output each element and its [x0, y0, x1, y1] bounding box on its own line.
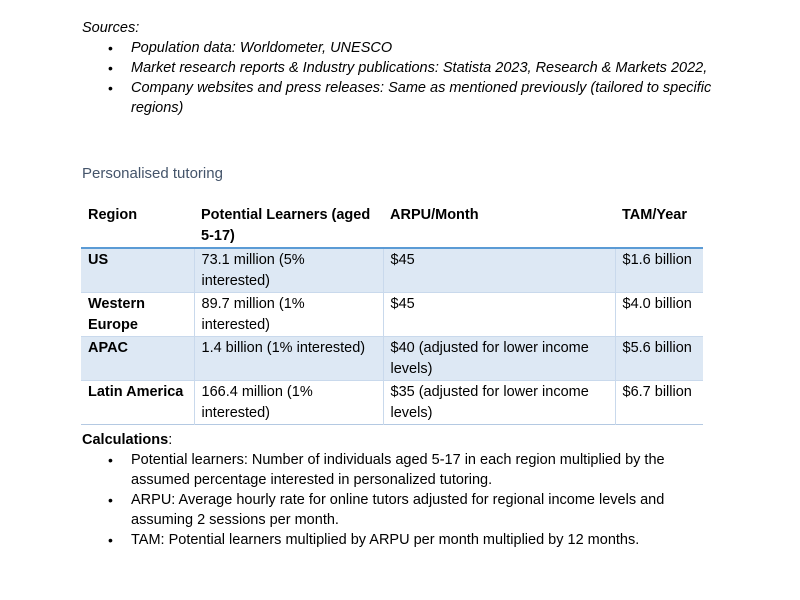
calculation-item: Potential learners: Number of individual…	[82, 450, 722, 490]
table-row: Latin America 166.4 million (1% interest…	[81, 380, 703, 425]
column-header-tam: TAM/Year	[622, 207, 688, 223]
cell-learners: 89.7 million (1% interested)	[193, 292, 383, 337]
cell-tam: $5.6 billion	[614, 336, 703, 381]
calculations-heading-colon: :	[168, 432, 173, 448]
cell-tam: $1.6 billion	[614, 248, 703, 293]
cell-arpu: $45	[382, 292, 615, 337]
calculations-heading: Calculations:	[82, 430, 722, 450]
source-item: Company websites and press releases: Sam…	[82, 78, 712, 118]
cell-arpu: $35 (adjusted for lower income levels)	[382, 380, 615, 425]
source-item: Population data: Worldometer, UNESCO	[82, 38, 712, 58]
column-header-arpu: ARPU/Month	[390, 207, 479, 223]
tam-table: Region Potential Learners (aged 5-17) AR…	[81, 204, 703, 425]
cell-region: US	[88, 252, 109, 268]
column-header-potential-learners: Potential Learners (aged 5-17)	[201, 207, 371, 244]
cell-learners: 166.4 million (1% interested)	[193, 380, 383, 425]
section-title: Personalised tutoring	[82, 165, 223, 182]
table-row: APAC 1.4 billion (1% interested) $40 (ad…	[81, 336, 703, 381]
cell-arpu: $40 (adjusted for lower income levels)	[382, 336, 615, 381]
calculations-list: Potential learners: Number of individual…	[82, 450, 722, 550]
cell-region: Western Europe	[88, 296, 145, 333]
calculation-item: TAM: Potential learners multiplied by AR…	[82, 530, 722, 550]
calculation-item: ARPU: Average hourly rate for online tut…	[82, 490, 722, 530]
calculations-heading-label: Calculations	[82, 432, 169, 448]
source-item: Market research reports & Industry publi…	[82, 58, 712, 78]
cell-learners: 1.4 billion (1% interested)	[193, 336, 383, 381]
calculations-block: Calculations: Potential learners: Number…	[82, 430, 722, 550]
sources-block: Sources: Population data: Worldometer, U…	[82, 18, 712, 118]
cell-region: Latin America	[88, 384, 184, 400]
table-row: US 73.1 million (5% interested) $45 $1.6…	[81, 248, 703, 293]
cell-arpu: $45	[382, 248, 615, 293]
table-header-row: Region Potential Learners (aged 5-17) AR…	[81, 204, 703, 248]
cell-tam: $6.7 billion	[614, 380, 703, 425]
table-row: Western Europe 89.7 million (1% interest…	[81, 292, 703, 337]
column-header-region: Region	[88, 207, 138, 223]
sources-heading: Sources:	[82, 20, 140, 36]
sources-list: Population data: Worldometer, UNESCO Mar…	[82, 38, 712, 118]
cell-learners: 73.1 million (5% interested)	[193, 248, 383, 293]
cell-region: APAC	[88, 340, 129, 356]
cell-tam: $4.0 billion	[614, 292, 703, 337]
